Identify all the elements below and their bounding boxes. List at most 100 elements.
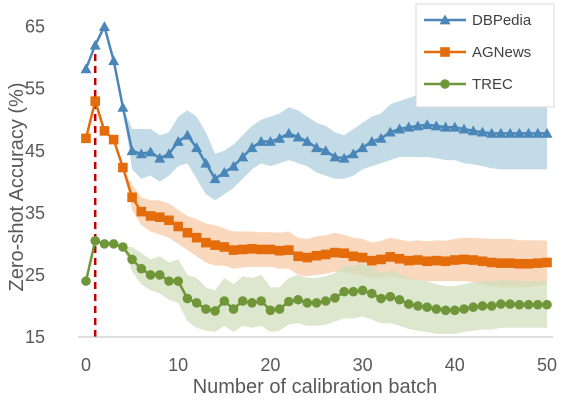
agnews-point xyxy=(274,245,285,256)
agnews-point xyxy=(376,254,386,265)
trec-point xyxy=(182,293,193,304)
legend: DBPedia AGNews TREC xyxy=(415,3,555,108)
trec-point xyxy=(219,296,230,306)
dbpedia-point xyxy=(421,119,433,130)
dbpedia-point xyxy=(163,148,175,159)
agnews-point xyxy=(182,227,193,238)
trec-point xyxy=(486,301,497,311)
trec-point xyxy=(394,294,405,305)
dbpedia-point xyxy=(476,126,488,137)
y-tick-label: 25 xyxy=(25,265,45,285)
dbpedia-point xyxy=(255,135,267,146)
trec-legend-marker xyxy=(440,79,450,89)
trec-point xyxy=(265,305,276,316)
dbpedia-point xyxy=(523,127,535,138)
agnews-point xyxy=(173,221,183,232)
trec-point xyxy=(542,299,552,310)
agnews-point xyxy=(108,134,119,145)
agnews-point xyxy=(210,240,220,250)
trec-point xyxy=(514,299,525,310)
agnews-legend-label: AGNews xyxy=(472,44,531,61)
agnews-point xyxy=(542,257,552,268)
trec-point xyxy=(330,293,340,303)
x-tick-label: 0 xyxy=(81,355,91,375)
x-tick-label: 20 xyxy=(260,355,280,375)
dbpedia-point xyxy=(440,121,452,132)
agnews-point xyxy=(293,251,303,262)
trec-point xyxy=(403,299,414,309)
trec-point xyxy=(376,293,386,304)
dbpedia-point xyxy=(458,123,470,134)
trec-point xyxy=(440,305,451,316)
agnews-point xyxy=(496,258,506,268)
trec-point xyxy=(127,254,137,265)
trec-point xyxy=(90,235,101,246)
trec-point xyxy=(367,288,377,299)
dbpedia-legend-marker xyxy=(439,14,451,25)
agnews-point xyxy=(486,257,497,268)
dbpedia-point xyxy=(135,148,147,159)
series-markers xyxy=(80,21,553,316)
dbpedia-point xyxy=(283,127,295,138)
trec-point xyxy=(459,304,469,314)
trec-point xyxy=(201,304,211,314)
dbpedia-point xyxy=(384,126,396,137)
dbpedia-point xyxy=(513,127,525,138)
dbpedia-point xyxy=(246,142,258,153)
trec-point xyxy=(450,305,460,316)
dbpedia-point xyxy=(80,63,92,74)
trec-band xyxy=(86,240,547,334)
trec-point xyxy=(164,276,174,286)
dbpedia-point xyxy=(375,132,387,143)
agnews-point xyxy=(99,126,110,136)
dbpedia-point xyxy=(329,151,341,162)
trec-point xyxy=(145,270,156,280)
dbpedia-point xyxy=(89,39,101,50)
trec-point xyxy=(311,298,322,308)
agnews-point xyxy=(477,256,488,267)
agnews-point xyxy=(302,252,313,263)
dbpedia-point xyxy=(108,55,120,66)
x-tick-label: 50 xyxy=(537,355,557,375)
trec-point xyxy=(320,296,331,306)
agnews-point xyxy=(413,255,423,265)
axes: 0 10 20 30 40 50 15 25 35 45 55 65 Number of calib… xyxy=(6,17,557,398)
agnews-point xyxy=(505,258,515,268)
dbpedia-point xyxy=(237,151,249,162)
agnews-point xyxy=(431,255,442,266)
dbpedia-point xyxy=(357,142,369,153)
dbpedia-point xyxy=(449,121,461,132)
trec-point xyxy=(154,270,165,280)
trec-point xyxy=(422,302,432,313)
trec-point xyxy=(348,286,359,297)
trec-point xyxy=(210,306,220,316)
trec-point xyxy=(293,294,303,305)
agnews-legend-marker xyxy=(440,47,450,57)
agnews-point xyxy=(164,215,174,226)
dbpedia-point xyxy=(311,142,322,153)
trec-point xyxy=(431,304,442,314)
trec-point xyxy=(339,286,349,297)
trec-point xyxy=(302,298,313,308)
dbpedia-point xyxy=(403,121,415,132)
agnews-point xyxy=(523,258,534,269)
x-tick-label: 30 xyxy=(353,355,373,375)
agnews-point xyxy=(440,256,451,267)
dbpedia-point xyxy=(495,127,507,138)
agnews-point xyxy=(81,133,91,144)
trec-point xyxy=(256,296,266,306)
agnews-point xyxy=(367,255,377,266)
trec-point xyxy=(191,298,202,308)
y-tick-label: 55 xyxy=(25,79,45,99)
dbpedia-point xyxy=(393,123,405,134)
dbpedia-point xyxy=(292,131,304,142)
agnews-point xyxy=(284,245,294,255)
trec-point xyxy=(357,285,368,296)
agnews-point xyxy=(136,206,147,217)
trec-point xyxy=(118,242,128,252)
dbpedia-point xyxy=(172,135,184,146)
trec-point xyxy=(284,296,294,307)
agnews-point xyxy=(256,244,266,255)
trec-point xyxy=(99,239,110,249)
